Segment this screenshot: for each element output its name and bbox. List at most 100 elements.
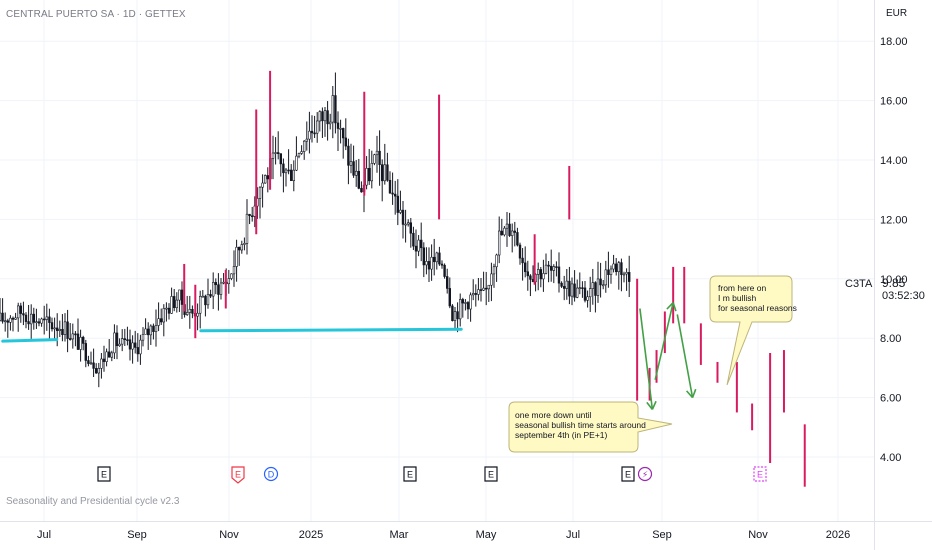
time-axis-label: Nov bbox=[219, 529, 239, 541]
indicator-legend[interactable]: Seasonality and Presidential cycle v2.3 bbox=[6, 496, 180, 507]
callout-bubble[interactable] bbox=[709, 275, 793, 386]
candle-body bbox=[162, 308, 165, 323]
candle-body bbox=[217, 284, 220, 295]
candle-body bbox=[518, 244, 522, 259]
candle-body bbox=[360, 188, 363, 193]
candle-body bbox=[583, 287, 587, 301]
candle-body bbox=[373, 154, 376, 164]
candle-body bbox=[235, 246, 238, 267]
projection-arrow[interactable] bbox=[639, 308, 654, 410]
earnings-event-icon[interactable] bbox=[753, 466, 767, 482]
support-line[interactable] bbox=[199, 327, 463, 333]
candle-body bbox=[596, 278, 600, 296]
candle-body bbox=[110, 352, 114, 358]
candle-body bbox=[136, 347, 139, 355]
candle-body bbox=[100, 358, 103, 369]
candle-body bbox=[147, 328, 150, 336]
price-axis-label: 4.00 bbox=[880, 452, 901, 464]
callout-bubble[interactable] bbox=[508, 401, 673, 453]
candle-body bbox=[370, 163, 373, 182]
candle-body bbox=[466, 302, 470, 310]
time-scale-separator bbox=[0, 521, 932, 522]
candle-body bbox=[141, 334, 145, 341]
candle-body bbox=[87, 360, 90, 364]
candle-body bbox=[594, 282, 597, 296]
time-axis-label: Jul bbox=[37, 529, 51, 541]
candle-body bbox=[118, 343, 121, 347]
candle-body bbox=[32, 313, 36, 323]
candle-body bbox=[456, 311, 459, 320]
time-axis-label: Jul bbox=[566, 529, 580, 541]
dividend-event-icon[interactable] bbox=[263, 466, 279, 482]
candle-body bbox=[292, 169, 295, 181]
candle-body bbox=[495, 254, 498, 268]
candle-body bbox=[157, 318, 160, 326]
earnings-event-icon[interactable] bbox=[484, 466, 498, 482]
candle-body bbox=[523, 262, 527, 273]
earnings-event-icon[interactable] bbox=[231, 466, 245, 484]
candle-body bbox=[230, 273, 233, 279]
candle-body bbox=[1, 312, 4, 322]
candle-body bbox=[453, 311, 457, 321]
candle-body bbox=[232, 266, 236, 275]
candle-body bbox=[334, 95, 337, 124]
candle-body bbox=[586, 296, 589, 301]
support-line[interactable] bbox=[1, 338, 59, 343]
candle-body bbox=[123, 338, 127, 340]
candle-body bbox=[55, 327, 59, 331]
candle-body bbox=[300, 151, 303, 154]
candle-body bbox=[165, 307, 168, 310]
event-glyph: E bbox=[757, 470, 763, 480]
earnings-event-icon[interactable] bbox=[403, 466, 417, 482]
candle-body bbox=[388, 179, 392, 194]
candle-body bbox=[521, 257, 524, 264]
projection-arrow[interactable] bbox=[676, 314, 694, 398]
candle-body bbox=[469, 294, 472, 310]
candle-body bbox=[430, 256, 433, 270]
candle-body bbox=[588, 288, 592, 298]
candle-body bbox=[401, 209, 405, 225]
time-axis-label: Sep bbox=[652, 529, 672, 541]
candle-body bbox=[443, 264, 446, 277]
candle-body bbox=[570, 283, 574, 297]
candle-body bbox=[149, 325, 152, 336]
candle-body bbox=[560, 282, 563, 287]
earnings-event-icon[interactable] bbox=[621, 466, 635, 482]
candle-body bbox=[276, 152, 280, 154]
candle-body bbox=[396, 195, 399, 213]
candle-body bbox=[547, 264, 550, 267]
projection-arrow[interactable] bbox=[654, 302, 674, 380]
candle-body bbox=[601, 284, 605, 287]
candle-body bbox=[539, 269, 543, 280]
candle-body bbox=[352, 161, 355, 176]
candle-body bbox=[175, 299, 178, 309]
candle-body bbox=[297, 153, 301, 157]
candle-body bbox=[180, 289, 184, 305]
earnings-event-icon[interactable] bbox=[97, 466, 111, 482]
candle-body bbox=[612, 263, 615, 270]
candle-body bbox=[562, 286, 566, 289]
candle-body bbox=[108, 351, 111, 358]
candle-body bbox=[279, 153, 282, 165]
candle-body bbox=[53, 327, 56, 330]
symbol-title[interactable]: CENTRAL PUERTO SA · 1D · GETTEX bbox=[6, 9, 186, 20]
split-event-icon[interactable] bbox=[637, 466, 653, 482]
candle-body bbox=[422, 247, 425, 266]
candle-body bbox=[432, 256, 436, 263]
currency-button[interactable]: EUR bbox=[886, 8, 908, 19]
candle-body bbox=[620, 262, 623, 275]
candle-body bbox=[354, 170, 358, 176]
candle-body bbox=[63, 321, 67, 335]
candle-body bbox=[409, 222, 412, 234]
callout-text-line: september 4th (in PE+1) bbox=[515, 430, 608, 440]
candle-body bbox=[419, 239, 423, 249]
candle-body bbox=[263, 175, 267, 184]
candle-body bbox=[308, 130, 311, 140]
candle-body bbox=[479, 289, 483, 291]
candle-body bbox=[591, 282, 595, 289]
candle-body bbox=[58, 328, 62, 331]
candle-body bbox=[326, 110, 329, 125]
candle-body bbox=[378, 150, 381, 165]
